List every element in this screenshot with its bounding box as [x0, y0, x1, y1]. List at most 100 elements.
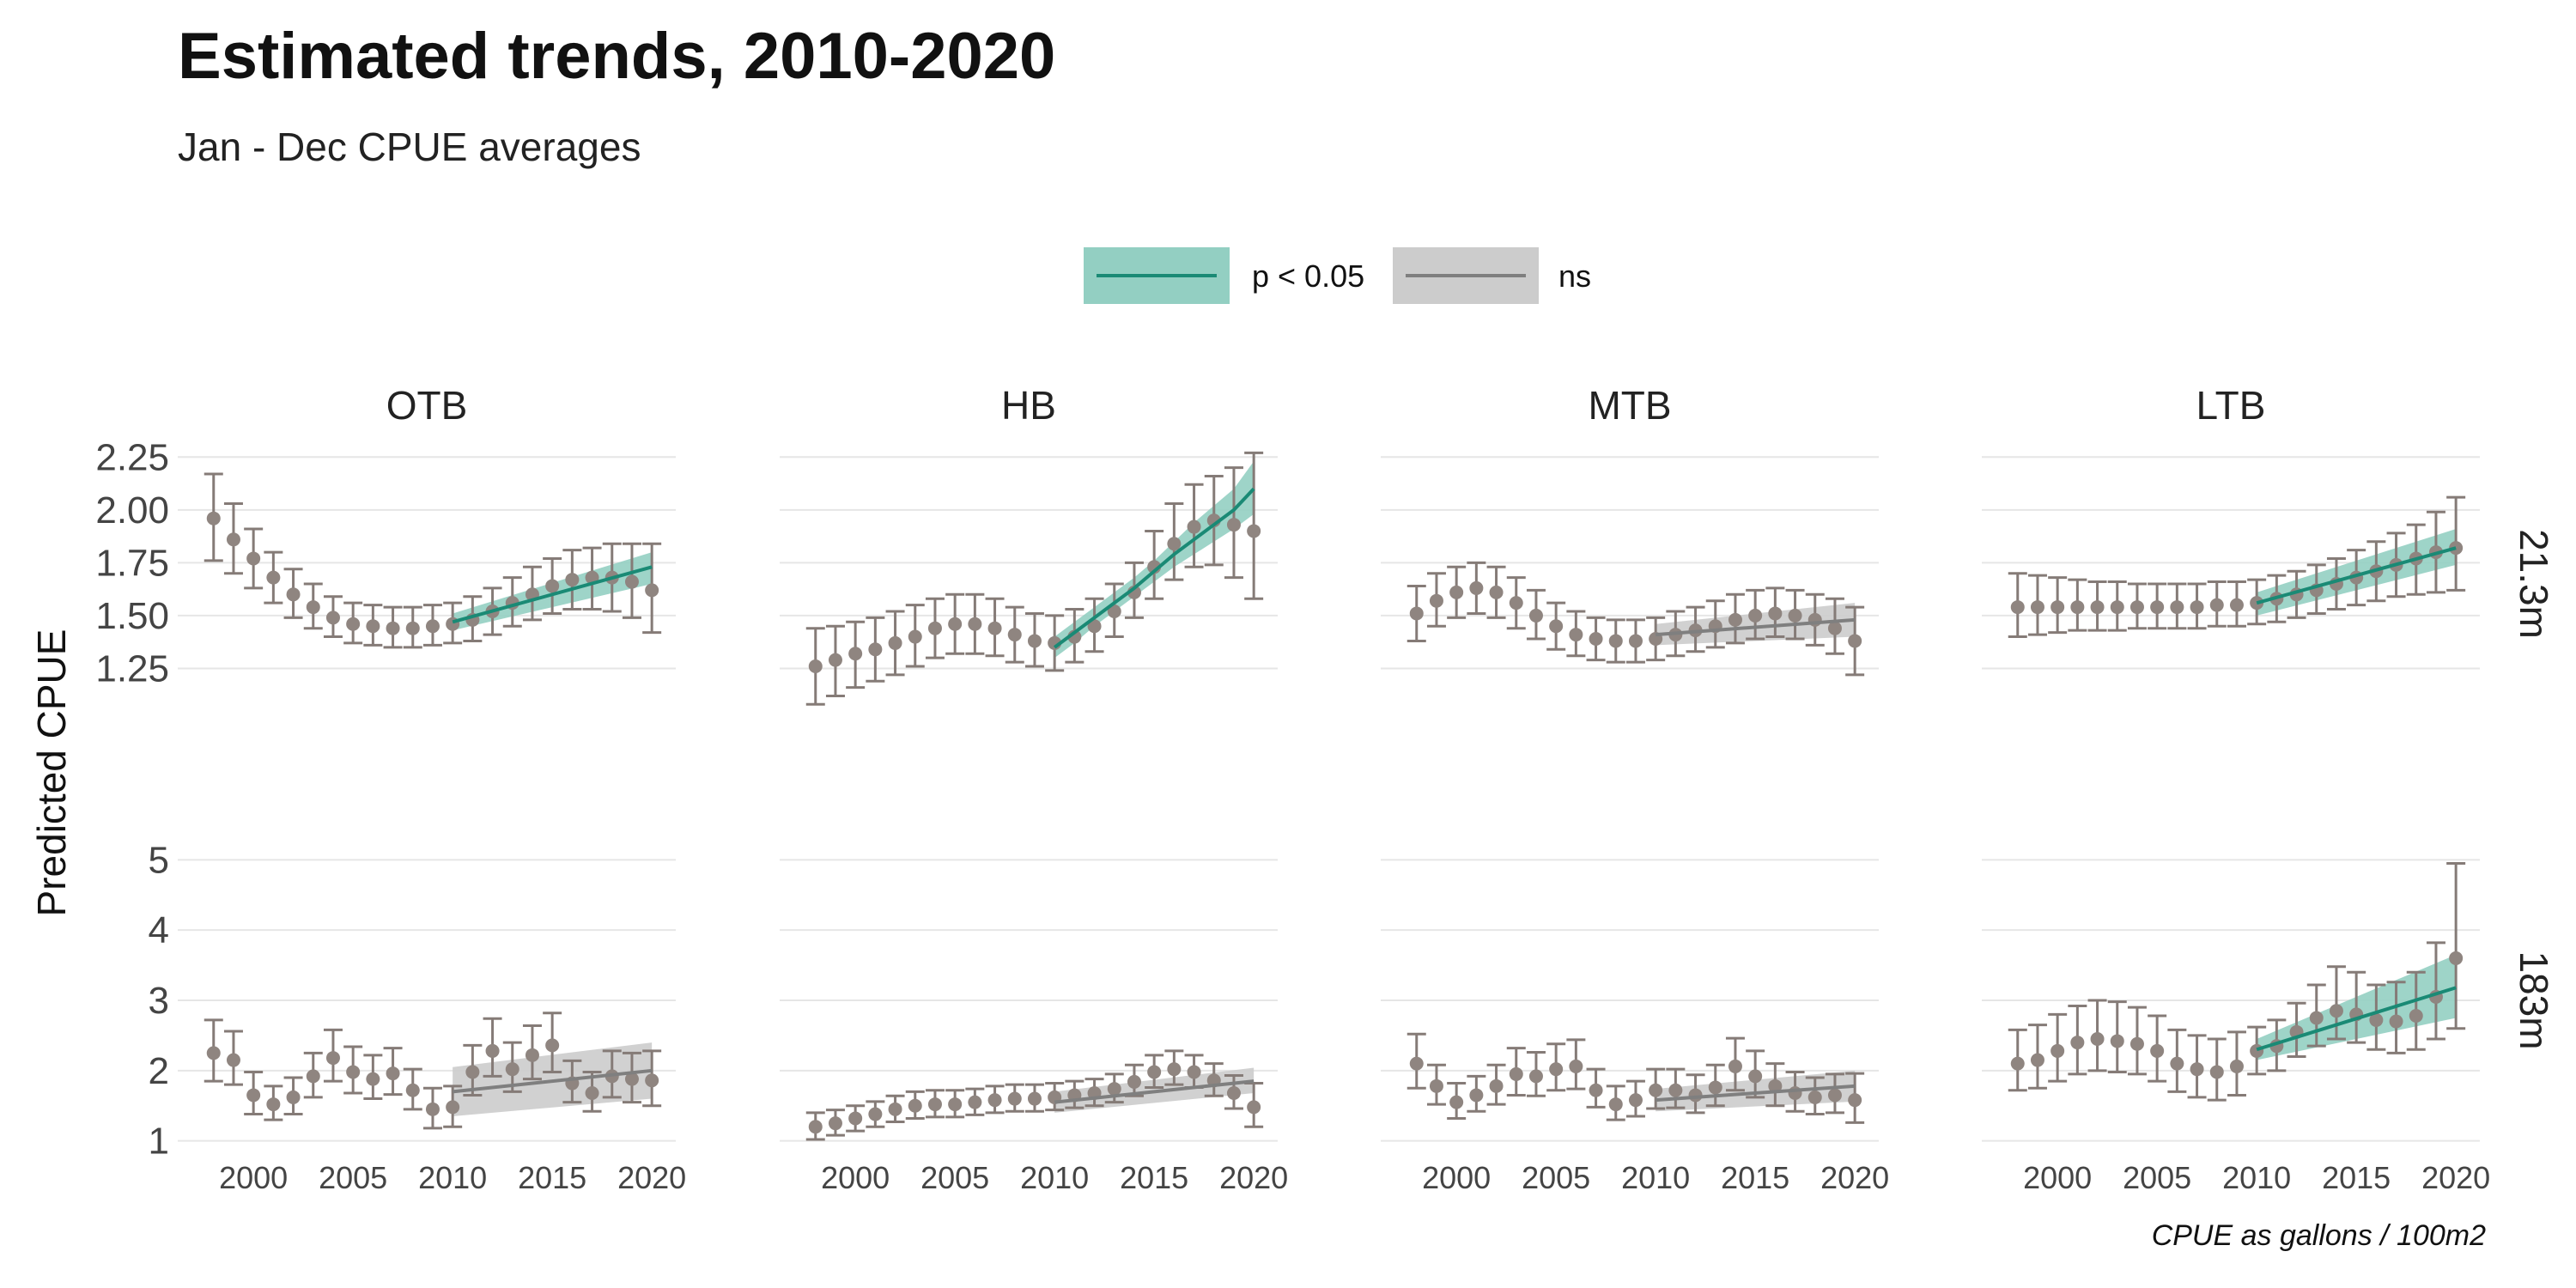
data-point: [1429, 593, 1443, 608]
data-point: [545, 579, 560, 593]
data-point: [1708, 1080, 1722, 1095]
data-point: [2329, 1004, 2343, 1018]
data-point: [425, 619, 440, 634]
data-point: [1848, 634, 1862, 648]
data-point: [624, 574, 639, 589]
data-point: [1489, 1078, 1504, 1093]
data-point: [2050, 600, 2065, 615]
data-point: [1247, 1100, 1261, 1115]
data-point: [1628, 634, 1643, 648]
data-point: [2110, 1034, 2124, 1048]
data-point: [2190, 1062, 2204, 1077]
data-point: [226, 1053, 240, 1067]
x-tick-label: 2005: [920, 1160, 989, 1195]
x-tick-label: 2015: [1120, 1160, 1188, 1195]
data-point: [1509, 596, 1523, 611]
data-point: [1107, 1082, 1121, 1097]
trend-line: [1053, 487, 1255, 649]
data-point: [1589, 1083, 1603, 1097]
data-point: [485, 1043, 500, 1058]
data-point: [286, 587, 301, 602]
data-point: [405, 1083, 420, 1097]
data-point: [968, 1095, 982, 1109]
data-point: [848, 1111, 863, 1126]
data-point: [2449, 951, 2464, 965]
strip-label-otb: OTB: [386, 383, 468, 428]
x-tick-label: 2020: [1219, 1160, 1288, 1195]
data-point: [465, 1065, 480, 1079]
data-point: [1107, 605, 1121, 618]
data-point: [868, 642, 883, 657]
x-tick-label: 2010: [1020, 1160, 1089, 1195]
panel-otb-21-3m: [204, 472, 662, 649]
x-tick-label: 2005: [2123, 1160, 2191, 1195]
data-point: [868, 1107, 883, 1121]
data-point: [1549, 619, 1564, 634]
data-point: [206, 511, 221, 526]
data-point: [2030, 600, 2044, 615]
data-point: [1226, 1086, 1241, 1100]
data-point: [1748, 608, 1763, 623]
data-point: [1728, 1059, 1742, 1073]
panels: OTB HB MTB LTB 21.3m 183m 1.25 1.50 1.75 2.00 2.25…: [95, 383, 2556, 1195]
data-point: [325, 1051, 340, 1066]
data-point: [848, 647, 863, 661]
trend-line: [2256, 546, 2457, 605]
data-point: [1549, 1062, 1564, 1077]
data-point: [1728, 612, 1742, 627]
data-point: [828, 1116, 842, 1131]
data-point: [1649, 1083, 1663, 1097]
panel-ltb-21-3m: [2008, 495, 2466, 639]
row-strip-label-183m: 183m: [2512, 951, 2556, 1049]
data-point: [908, 1098, 922, 1113]
data-point: [1489, 585, 1504, 599]
data-point: [346, 617, 361, 631]
data-point: [386, 621, 400, 635]
legend-label-ns: ns: [1558, 258, 1591, 294]
data-point: [2229, 598, 2244, 612]
data-point: [2070, 1036, 2085, 1050]
data-point: [565, 573, 580, 587]
panel-mtb-21-3m: [1406, 561, 1865, 677]
y-tick-label: 1.75: [95, 542, 169, 584]
data-point: [1628, 1093, 1643, 1108]
data-point: [2050, 1043, 2065, 1058]
data-point: [1409, 606, 1424, 621]
data-point: [1688, 1088, 1703, 1103]
panel-otb-183m: [204, 1012, 662, 1130]
data-point: [2150, 1043, 2165, 1058]
data-point: [1608, 634, 1623, 648]
data-point: [2010, 1056, 2025, 1071]
data-point: [1768, 1078, 1783, 1093]
data-point: [927, 1097, 942, 1112]
data-point: [1528, 608, 1543, 623]
y-axis-label: Predicted CPUE: [29, 629, 74, 917]
data-point: [325, 611, 340, 625]
data-point: [1848, 1093, 1862, 1108]
data-point: [1409, 1056, 1424, 1071]
data-point: [585, 1086, 599, 1100]
data-point: [1589, 632, 1603, 646]
x-tick-label: 2005: [1522, 1160, 1590, 1195]
data-point: [2389, 1014, 2403, 1029]
data-point: [286, 1090, 301, 1104]
data-point: [645, 1073, 659, 1088]
x-tick-label: 2010: [1621, 1160, 1690, 1195]
x-tick-label: 2015: [518, 1160, 586, 1195]
data-point: [828, 653, 842, 667]
x-tick-label: 2000: [2023, 1160, 2092, 1195]
data-point: [1469, 1088, 1484, 1103]
data-point: [2030, 1053, 2044, 1067]
chart-subtitle: Jan - Dec CPUE averages: [178, 125, 641, 169]
data-point: [888, 1102, 902, 1116]
x-tick-label: 2020: [617, 1160, 686, 1195]
data-point: [346, 1065, 361, 1079]
y-tick-label: 2.25: [95, 436, 169, 478]
data-point: [2090, 600, 2105, 615]
data-point: [1167, 1062, 1182, 1077]
data-point: [2309, 1011, 2324, 1025]
data-point: [2010, 600, 2025, 615]
data-point: [1528, 1069, 1543, 1084]
trend-line: [1656, 1084, 1856, 1103]
data-point: [1608, 1097, 1623, 1112]
